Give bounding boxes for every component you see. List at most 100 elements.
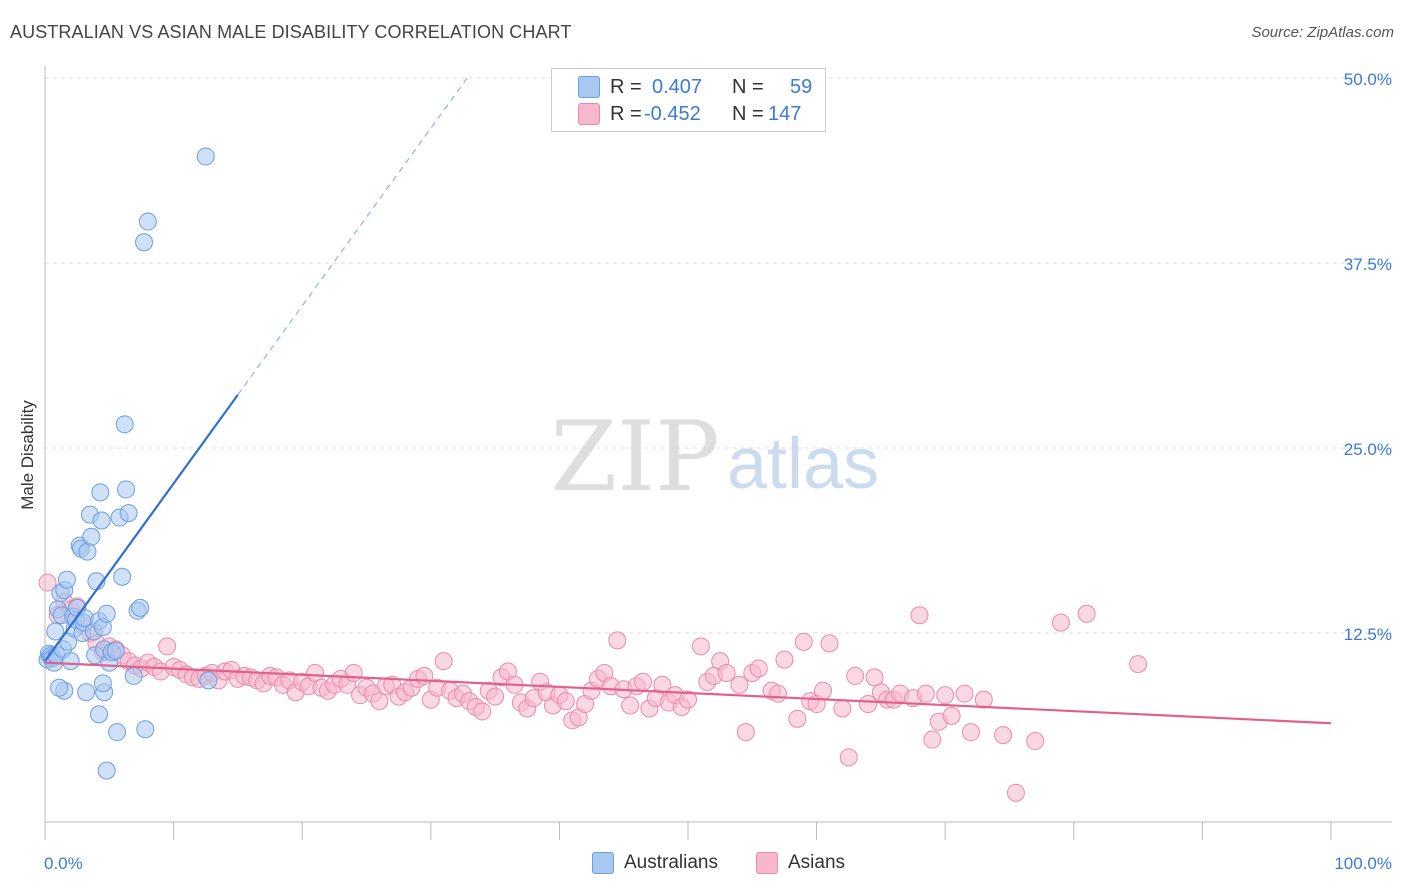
asians-point [865, 668, 884, 687]
x-tick-label: 100.0% [1334, 854, 1392, 873]
australians-point [119, 504, 138, 523]
r-label: R = [610, 76, 642, 98]
asians-point [621, 696, 640, 715]
australians-point [82, 527, 101, 546]
n-label: N = [732, 103, 764, 125]
asians-point [859, 695, 878, 714]
asians-point [833, 699, 852, 718]
asians-point [633, 672, 652, 691]
asians-point [839, 748, 858, 767]
asians-point [608, 631, 627, 650]
x-tick-label: 0.0% [44, 854, 83, 873]
asians-point [936, 686, 955, 705]
asians-point [994, 726, 1013, 745]
y-axis-label: Male Disability [18, 400, 37, 510]
asians-point [794, 632, 813, 651]
australians-trend-extension [237, 74, 470, 396]
australians-point [124, 666, 143, 685]
australians-point [90, 705, 109, 724]
asians-point [769, 684, 788, 703]
asians-point [814, 681, 833, 700]
watermark-atlas: atlas [727, 424, 879, 504]
asians-point [717, 663, 736, 682]
asians-point [370, 692, 389, 711]
asians-point [788, 709, 807, 728]
asians-point [1051, 613, 1070, 632]
asians-point [974, 690, 993, 709]
australians-legend-label: Australians [624, 852, 718, 873]
asians-point [679, 690, 697, 709]
australians-point [93, 674, 112, 693]
australians-point [50, 678, 69, 697]
australians-point [106, 641, 125, 660]
australians-point [115, 415, 134, 434]
asians-trend-line [44, 661, 1332, 725]
asians-point [344, 663, 363, 682]
n-value: 59 [790, 76, 813, 98]
stats-legend: R = 0.407 N = 59 R = -0.452 N = 147 [551, 68, 826, 132]
australians-point [136, 720, 155, 739]
asians-point [38, 573, 57, 592]
australians-point [199, 671, 218, 690]
gridlines [45, 77, 1392, 634]
y-tick-label: 50.0% [1344, 70, 1392, 89]
australians-point [92, 511, 111, 530]
australians-point [97, 604, 116, 623]
asians-point [158, 637, 177, 656]
australians-point [135, 233, 154, 252]
australians-point [117, 480, 136, 499]
australians-point [97, 761, 116, 780]
asians-point [486, 687, 505, 706]
asians-point [736, 723, 755, 742]
chart-title: AUSTRALIAN VS ASIAN MALE DISABILITY CORR… [10, 22, 572, 42]
r-label: R = [610, 103, 642, 125]
asians-point [749, 659, 768, 678]
source-label: Source: ZipAtlas.com [1251, 24, 1394, 41]
asians-point [434, 652, 453, 671]
asians-legend-label: Asians [788, 852, 846, 873]
asians-swatch [578, 103, 600, 125]
n-label: N = [732, 76, 764, 98]
r-value: 0.407 [652, 76, 703, 98]
asians-legend-swatch [756, 852, 778, 874]
asians-point [942, 706, 961, 725]
australians-point [108, 723, 127, 742]
asians-point [730, 675, 749, 694]
asians-point [923, 730, 942, 749]
australians-point [196, 147, 215, 166]
australians-swatch [578, 76, 600, 98]
asians-point [1077, 604, 1096, 623]
asians-point [306, 663, 325, 682]
australians-point [113, 567, 132, 586]
australians-point [138, 212, 157, 231]
australians-point [77, 683, 96, 702]
legend-row-australians: R = 0.407 N = 59 [552, 73, 825, 100]
tick-labels: 12.5% 25.0% 37.5% 50.0% 0.0% 100.0% [44, 70, 1392, 873]
asians-point [846, 666, 865, 685]
australians-point [131, 598, 150, 617]
asians-point [916, 684, 935, 703]
asians-point [1026, 732, 1045, 751]
y-tick-label: 12.5% [1344, 625, 1392, 644]
asians-point [556, 692, 575, 711]
australians-point [61, 652, 80, 671]
legend-row-asians: R = -0.452 N = 147 [552, 100, 825, 127]
y-tick-label: 37.5% [1344, 255, 1392, 274]
australians-legend-swatch [592, 852, 614, 874]
australians-point [46, 622, 65, 641]
r-value: -0.452 [644, 103, 701, 125]
asians-point [775, 650, 794, 669]
asians-point [910, 606, 929, 625]
asians-point [653, 675, 672, 694]
australians-trend-line [44, 394, 239, 662]
australians-point [78, 542, 97, 561]
asians-point [1006, 783, 1025, 802]
asians-point [691, 637, 710, 656]
asians-point [820, 634, 839, 653]
australians-points [38, 147, 218, 780]
axes [44, 66, 1392, 840]
trend-lines [44, 74, 1332, 725]
australians-point [91, 483, 110, 502]
asians-point [1129, 655, 1148, 674]
